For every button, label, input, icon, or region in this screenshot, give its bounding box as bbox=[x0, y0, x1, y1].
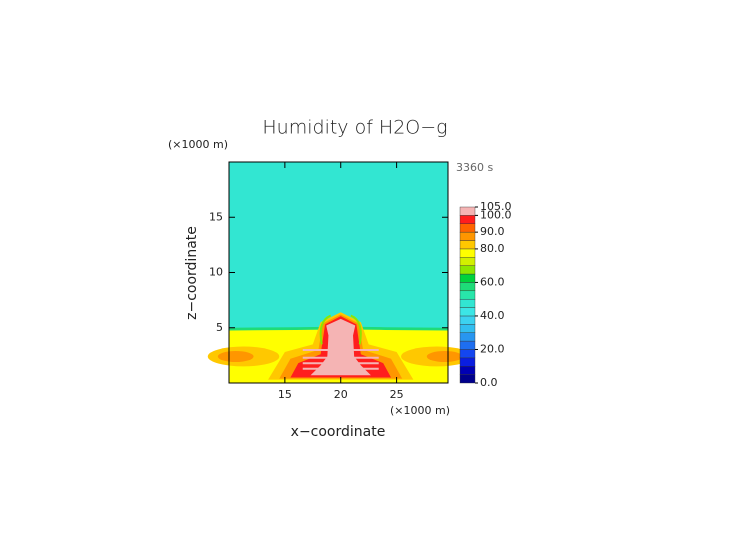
colorbar-swatch bbox=[459, 366, 476, 375]
colorbar-swatch bbox=[459, 290, 476, 300]
x-unit: (×1000 m) bbox=[390, 404, 450, 417]
y-unit: (×1000 m) bbox=[168, 138, 228, 151]
colorbar-swatch bbox=[459, 340, 476, 350]
contour-region bbox=[302, 367, 379, 370]
colorbar-label: 80.0 bbox=[480, 242, 505, 255]
x-tick-label: 20 bbox=[334, 388, 348, 401]
colorbar-swatch bbox=[459, 349, 476, 359]
colorbar-swatch bbox=[459, 374, 476, 384]
colorbar-swatch bbox=[459, 223, 476, 233]
contour-region bbox=[217, 350, 254, 363]
colorbar-label: 90.0 bbox=[480, 225, 505, 238]
contour-region bbox=[319, 314, 332, 345]
x-tick-label: 25 bbox=[390, 388, 404, 401]
colorbar-label: 20.0 bbox=[480, 342, 505, 355]
colorbar-swatch bbox=[459, 332, 476, 342]
colorbar-label: 40.0 bbox=[480, 309, 505, 322]
colorbar-swatch bbox=[459, 324, 476, 333]
colorbar-swatch bbox=[459, 257, 476, 266]
colorbar-label: 100.0 bbox=[480, 208, 512, 221]
colorbar-swatch bbox=[459, 265, 476, 275]
axes: 15 20 25 5 10 15 0.0 20.0 40.0 60.0 80.0 90.0 100.01… bbox=[209, 161, 512, 401]
y-tick-label: 15 bbox=[209, 210, 223, 223]
colorbar-swatch bbox=[459, 273, 476, 283]
colorbar-swatch bbox=[459, 282, 476, 292]
colorbar-swatch bbox=[459, 231, 476, 241]
time-label: 3360 s bbox=[456, 161, 493, 174]
y-tick-label: 10 bbox=[209, 266, 223, 279]
y-axis-label: z−coordinate bbox=[184, 226, 200, 320]
y-tick-label: 5 bbox=[216, 321, 223, 334]
chart-title: Humidity of H2O−g bbox=[262, 117, 447, 139]
colorbar-swatch bbox=[459, 240, 476, 250]
colorbar-swatch bbox=[459, 357, 476, 367]
colorbar-swatch bbox=[459, 298, 476, 308]
contour-region bbox=[350, 314, 362, 345]
contour-region bbox=[302, 356, 379, 359]
colorbar-label: 105.0 bbox=[480, 200, 512, 213]
contour-field bbox=[207, 162, 473, 383]
contour-region bbox=[302, 362, 379, 365]
colorbar-swatch bbox=[459, 215, 476, 224]
x-tick-label: 15 bbox=[278, 388, 292, 401]
contour-region bbox=[310, 318, 371, 376]
colorbar-label: 0.0 bbox=[480, 376, 498, 389]
colorbar-swatch bbox=[459, 206, 476, 216]
contour-region bbox=[426, 350, 463, 363]
x-axis-label: x−coordinate bbox=[291, 424, 386, 440]
colorbar-swatch bbox=[459, 248, 476, 258]
colorbar-swatch bbox=[459, 307, 476, 317]
contour-region bbox=[302, 348, 379, 351]
colorbar-label: 60.0 bbox=[480, 275, 505, 288]
colorbar-swatch bbox=[459, 315, 476, 325]
